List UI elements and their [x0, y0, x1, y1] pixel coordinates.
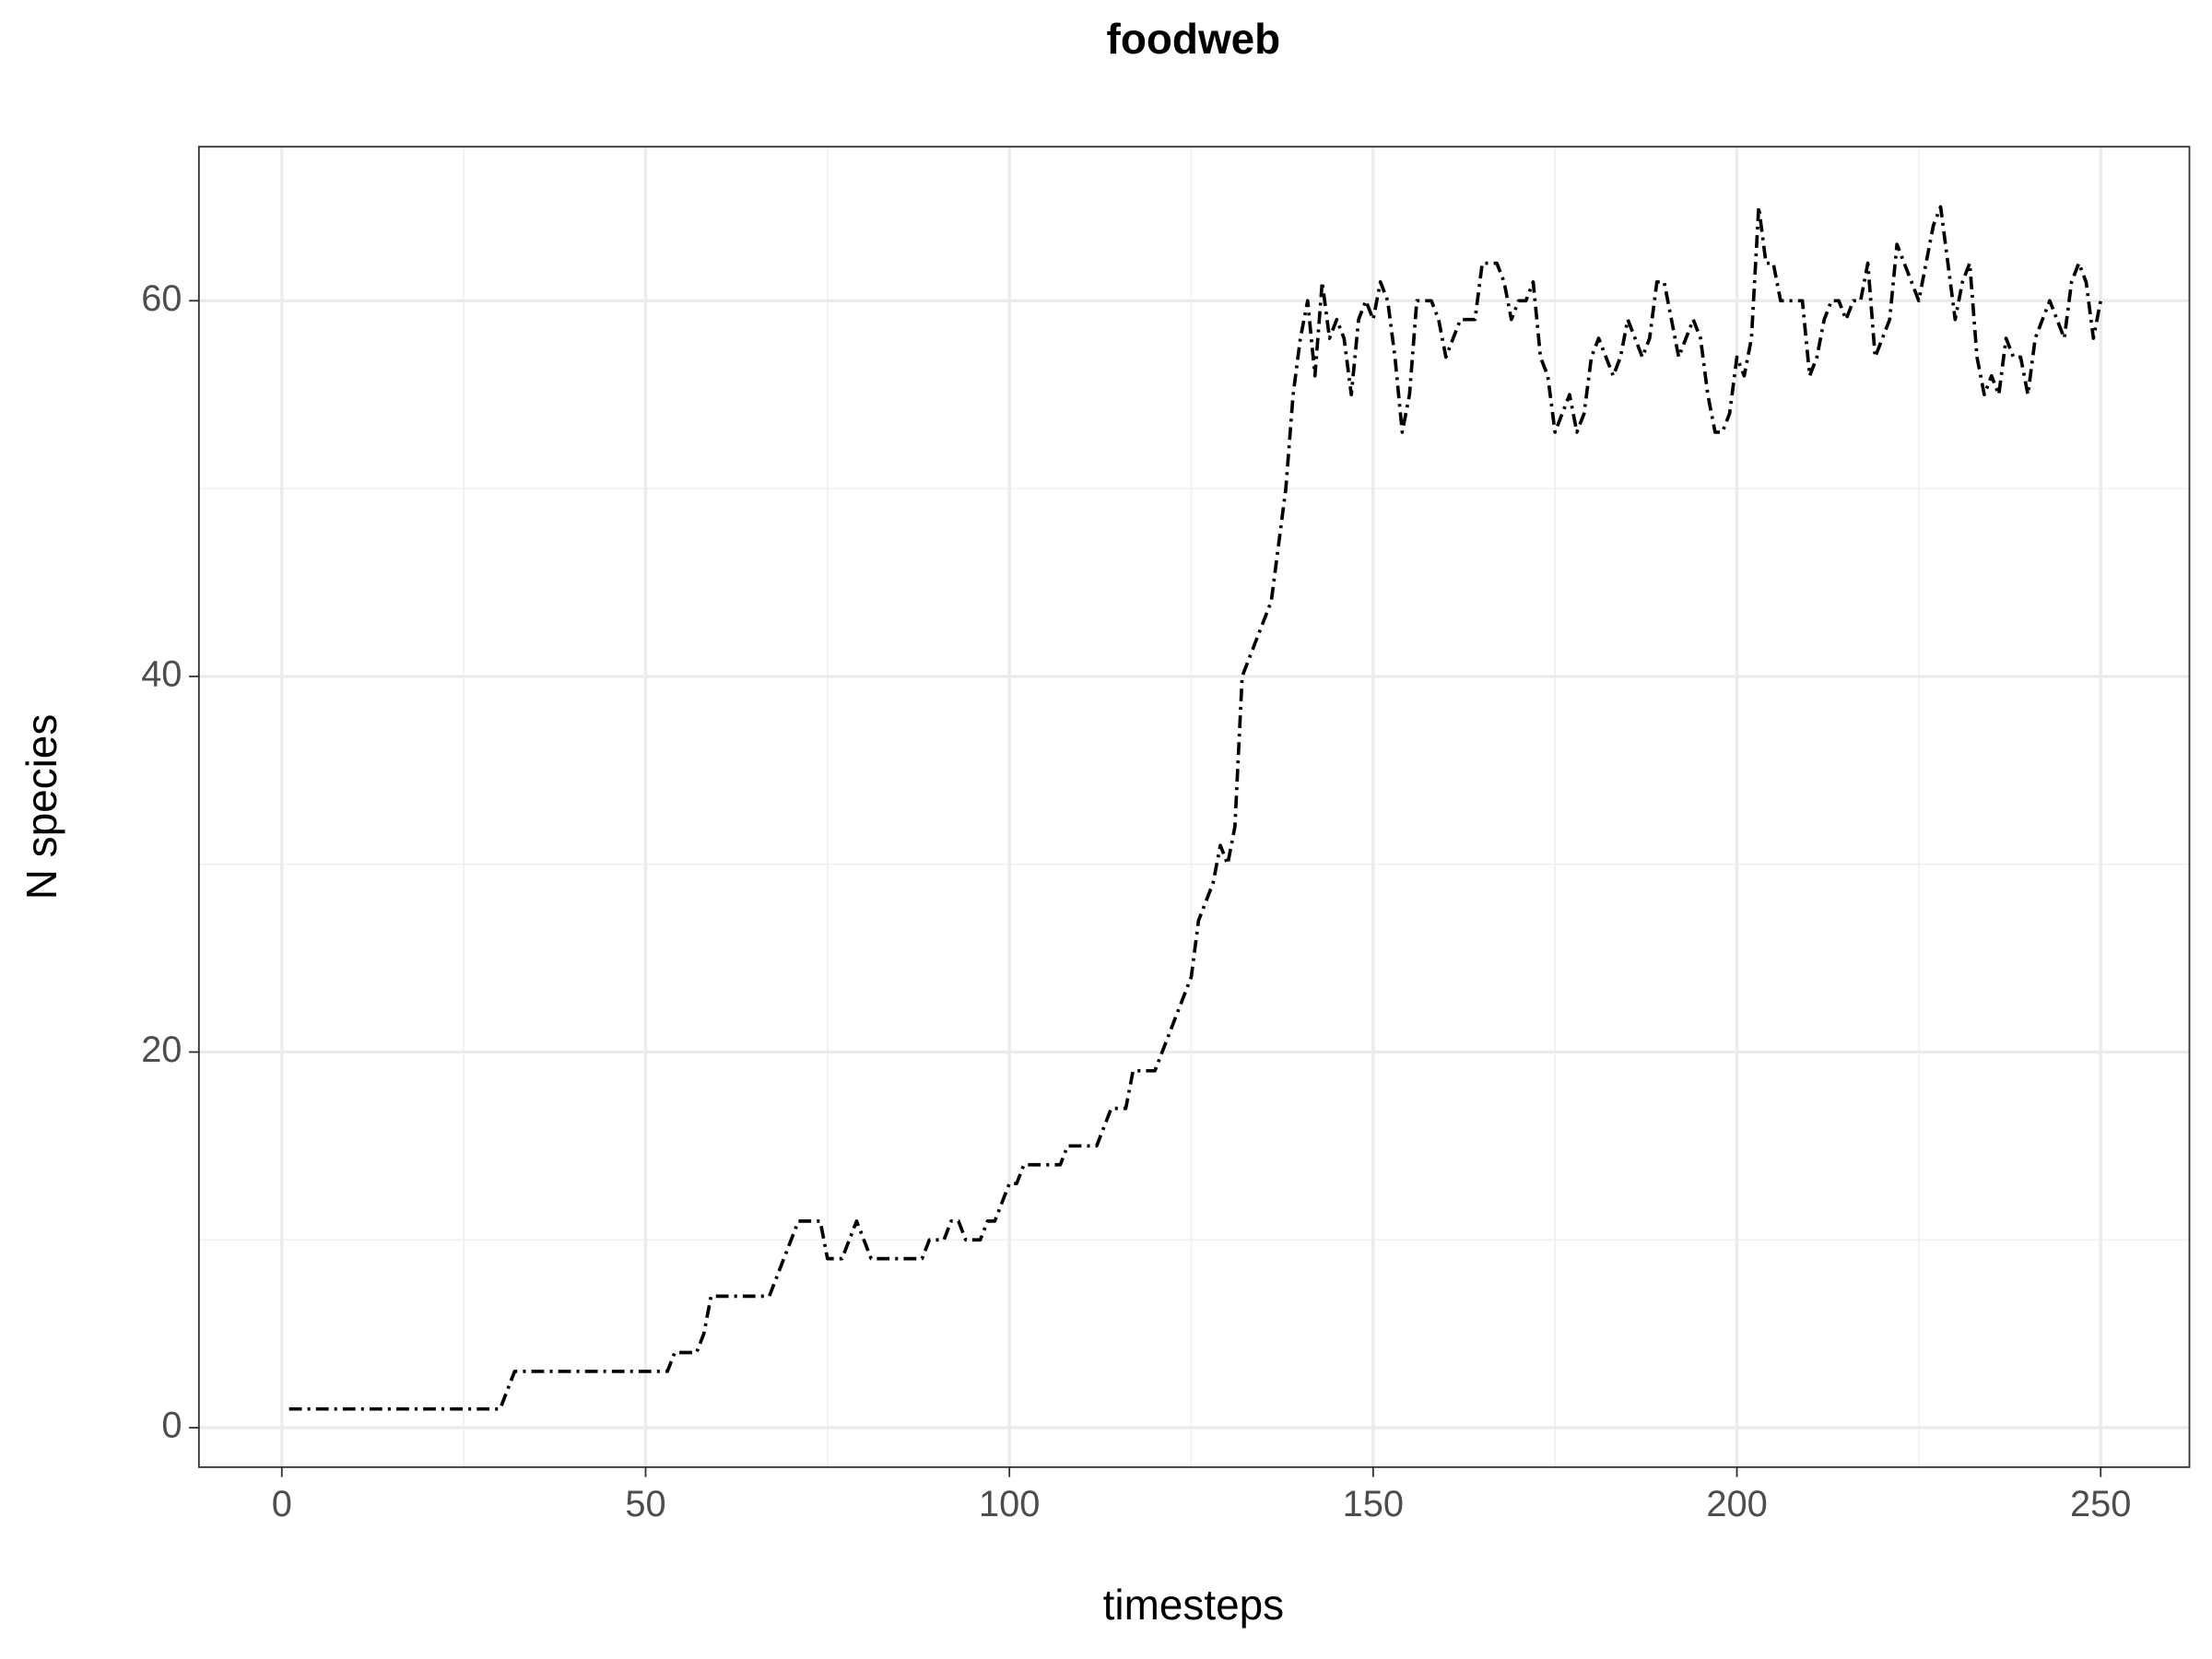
y-axis-label: N species: [18, 714, 65, 900]
x-tick-label: 200: [1706, 1484, 1767, 1524]
data-line: [288, 205, 2103, 1411]
x-tick-label: 150: [1343, 1484, 1404, 1524]
x-tick-label: 50: [625, 1484, 665, 1524]
x-tick-label: 250: [2070, 1484, 2131, 1524]
grid: [198, 147, 2190, 1467]
y-tick-label: 40: [141, 653, 182, 694]
y-tick-label: 20: [141, 1030, 182, 1070]
x-axis-label: timesteps: [1103, 1581, 1284, 1629]
x-tick-label: 100: [979, 1484, 1040, 1524]
panel-border: [197, 146, 2191, 1468]
x-tick-label: 0: [272, 1484, 292, 1524]
y-tick-label: 60: [141, 278, 182, 319]
y-tick-label: 0: [161, 1406, 182, 1446]
chart-title: foodweb: [1107, 15, 1281, 63]
